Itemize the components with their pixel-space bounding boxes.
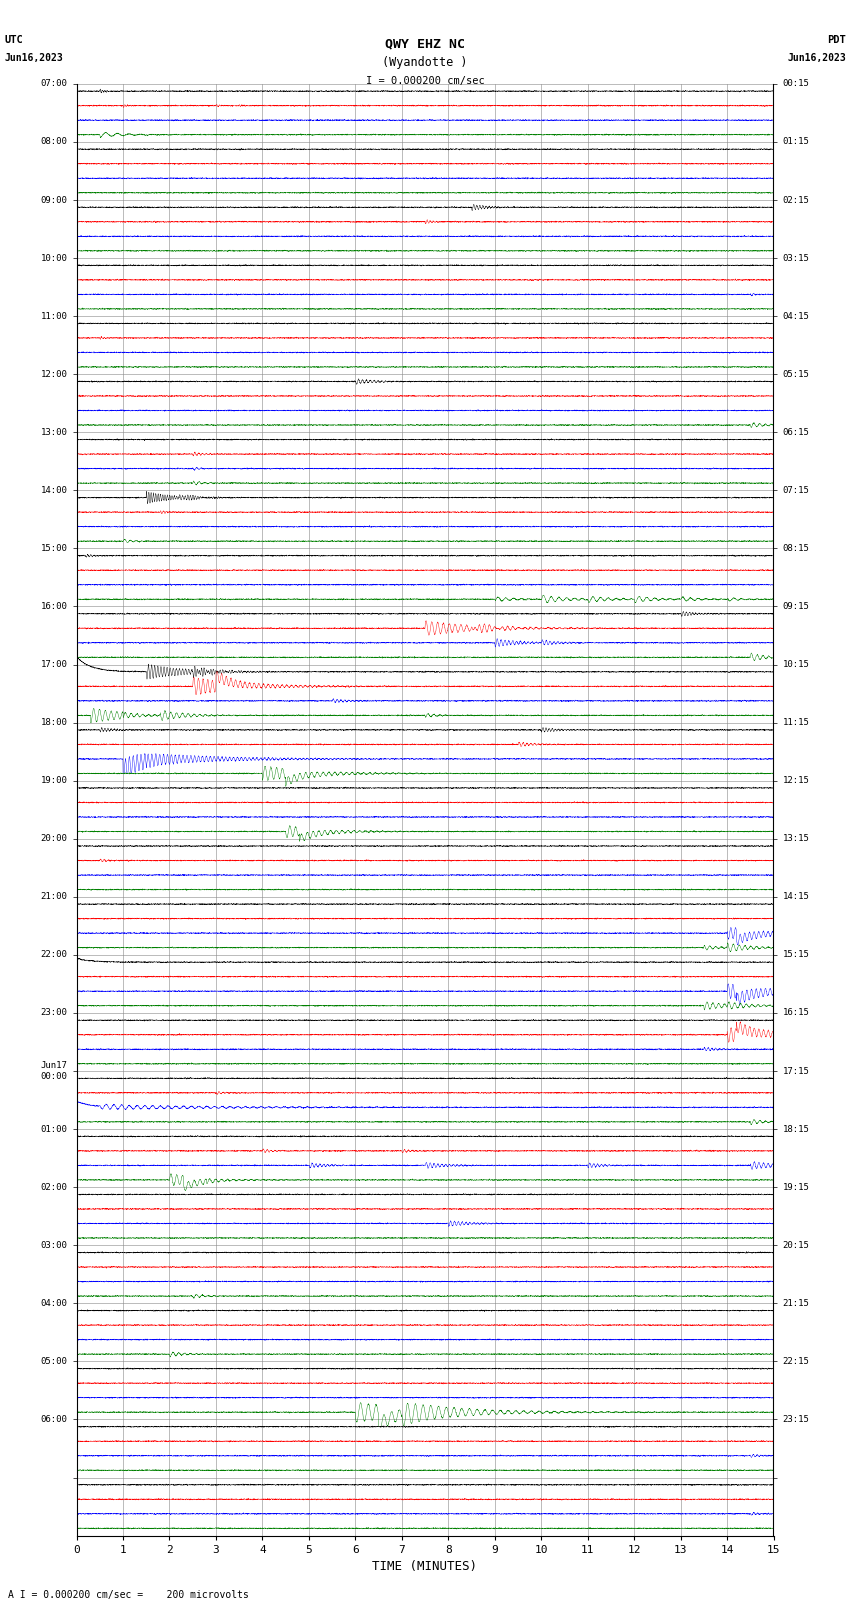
Text: Jun16,2023: Jun16,2023 <box>787 53 846 63</box>
Text: QWY EHZ NC: QWY EHZ NC <box>385 37 465 50</box>
Text: UTC: UTC <box>4 35 23 45</box>
X-axis label: TIME (MINUTES): TIME (MINUTES) <box>372 1560 478 1573</box>
Text: A I = 0.000200 cm/sec =    200 microvolts: A I = 0.000200 cm/sec = 200 microvolts <box>8 1590 249 1600</box>
Text: Jun16,2023: Jun16,2023 <box>4 53 63 63</box>
Text: I = 0.000200 cm/sec: I = 0.000200 cm/sec <box>366 76 484 85</box>
Text: (Wyandotte ): (Wyandotte ) <box>382 56 468 69</box>
Text: PDT: PDT <box>827 35 846 45</box>
